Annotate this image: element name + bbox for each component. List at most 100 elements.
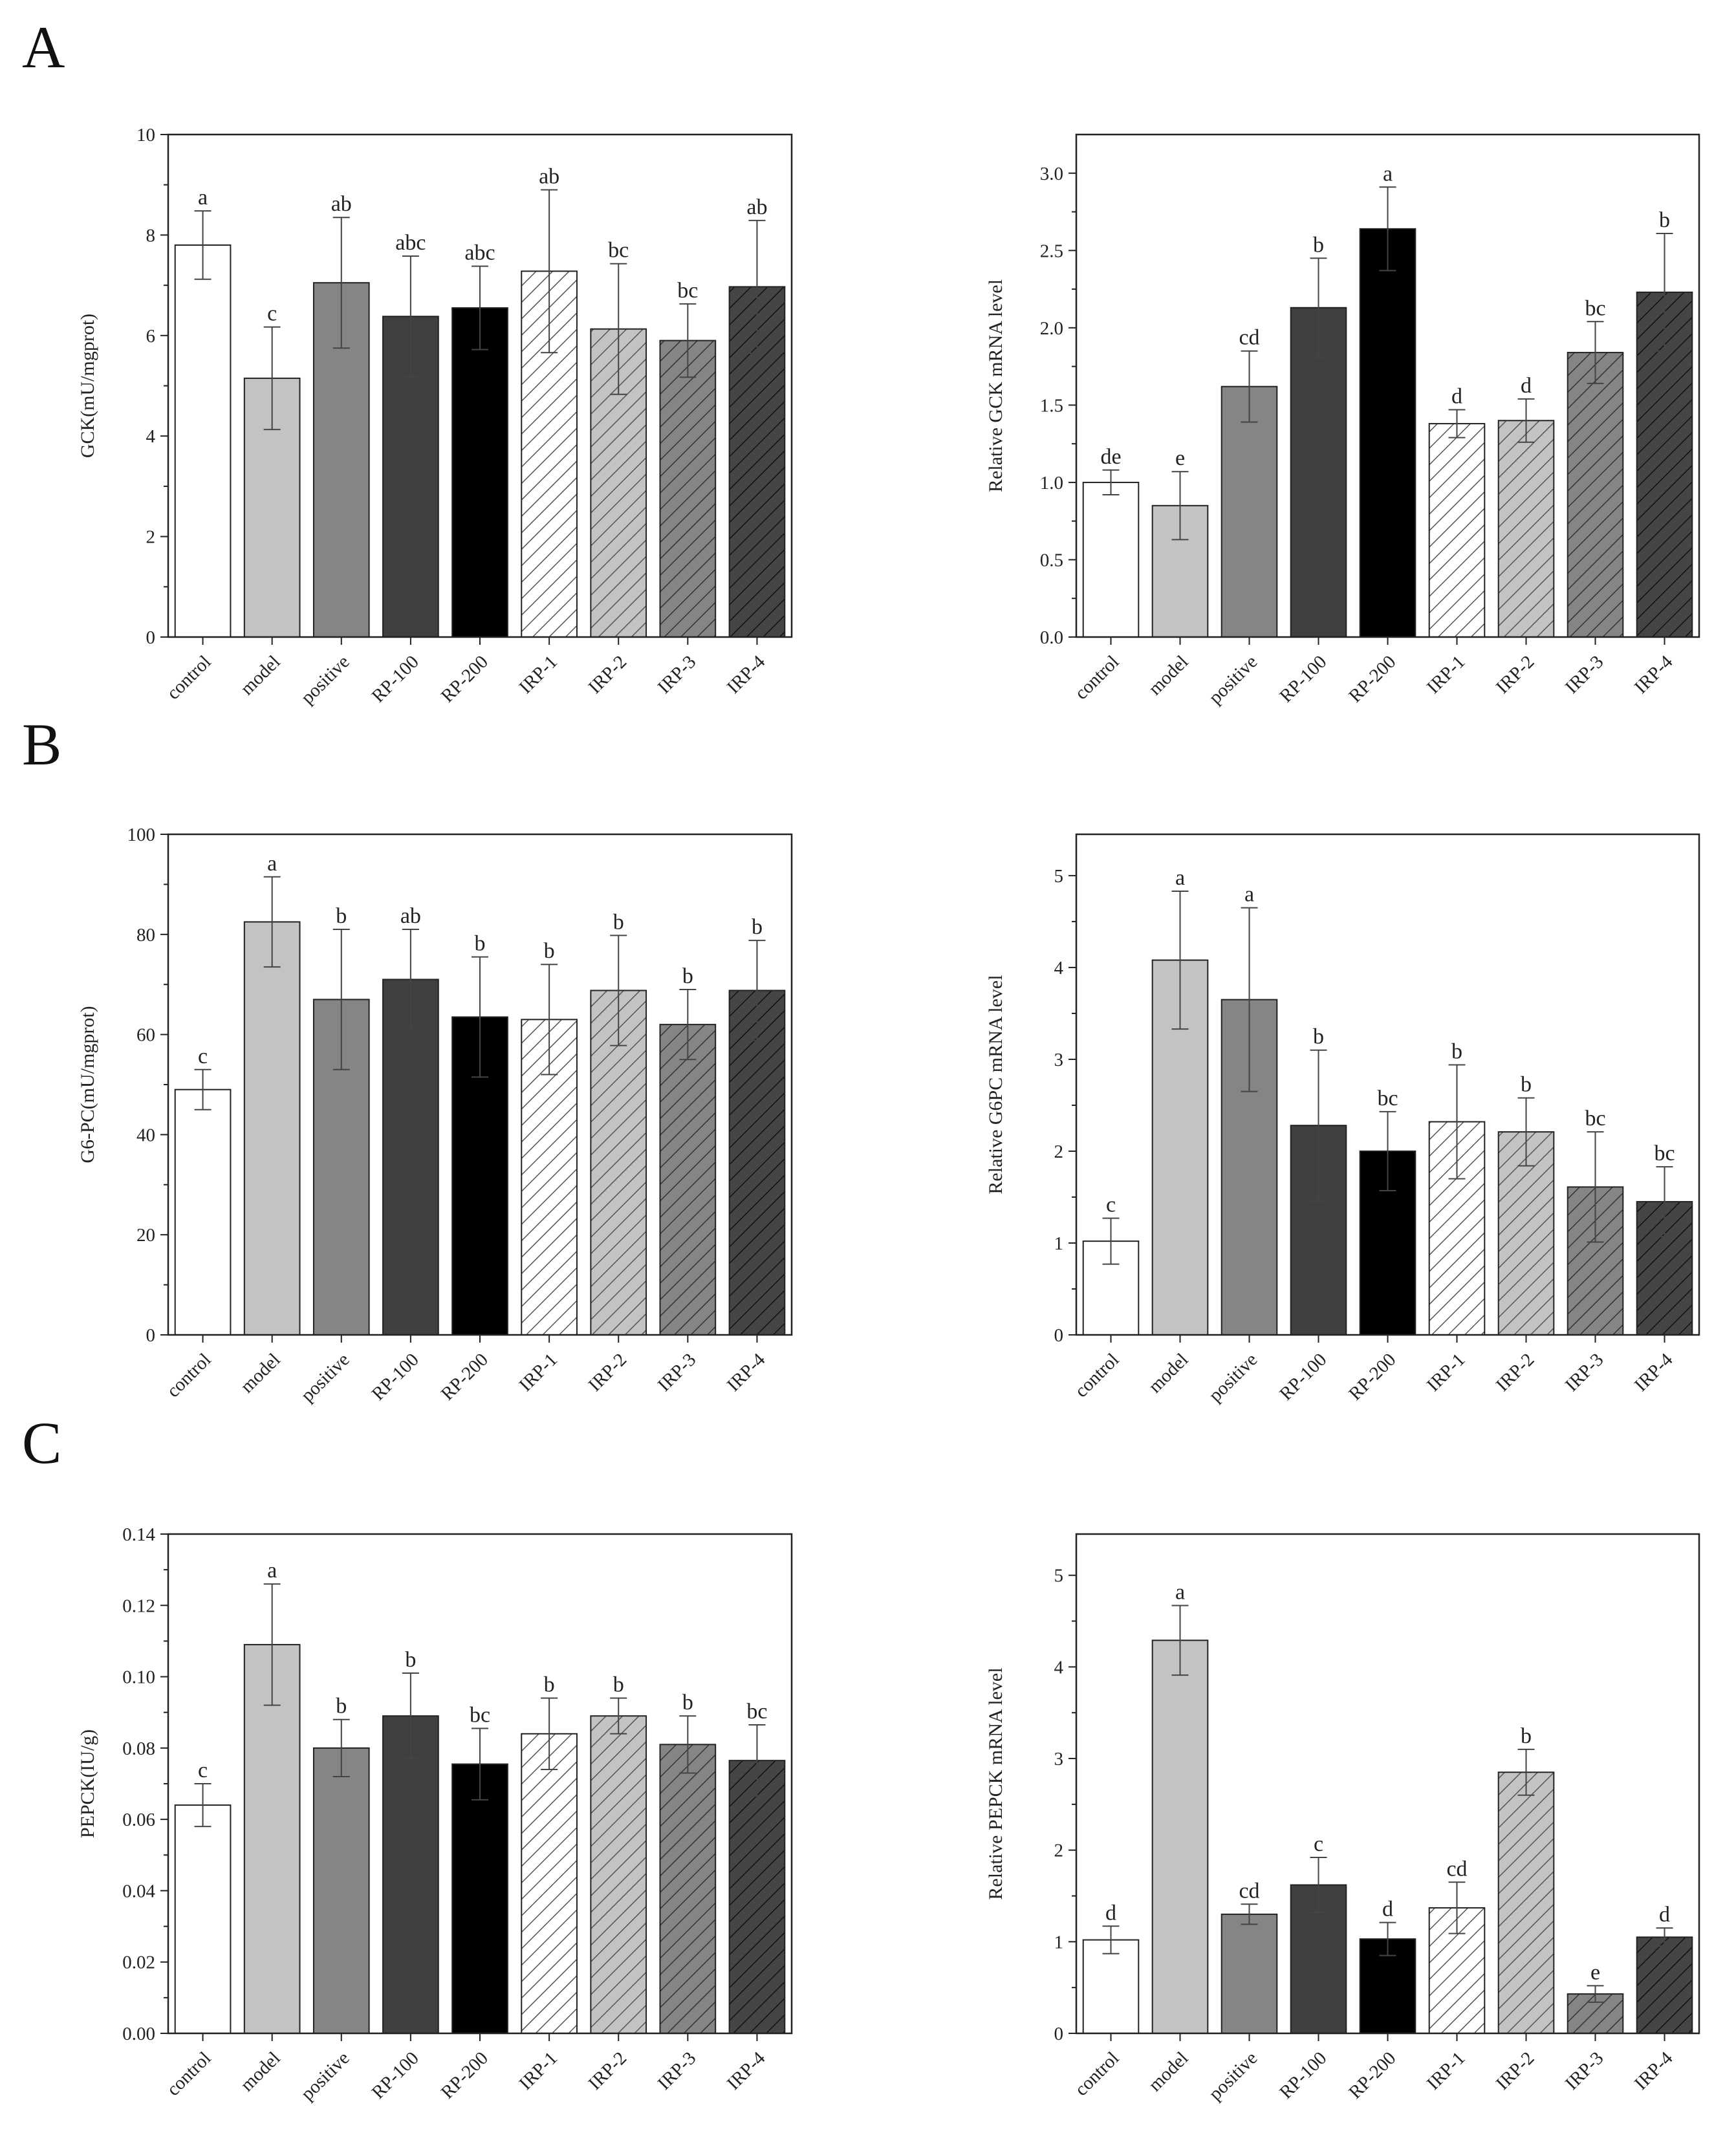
bar-pepck-activity-4 <box>451 1763 508 2034</box>
category-label-gck-activity-5: IRP-1 <box>515 651 561 698</box>
significance-label-g6pc-mrna-5: b <box>1451 1039 1462 1063</box>
significance-label-g6pc-activity-5: b <box>544 939 555 963</box>
significance-label-g6pc-mrna-2: a <box>1244 883 1254 907</box>
significance-label-pepck-mrna-2: cd <box>1239 1879 1259 1903</box>
y-axis-title-g6pc-activity: G6-PC(mU/mgprot) <box>77 1006 98 1163</box>
category-label-gck-activity-2: positive <box>297 651 354 708</box>
significance-label-g6pc-mrna-4: bc <box>1377 1087 1398 1110</box>
significance-label-g6pc-mrna-1: a <box>1175 866 1185 890</box>
y-tick-label-pepck-mrna-4: 4 <box>1054 1657 1064 1678</box>
y-tick-label-g6pc-activity-4: 80 <box>136 925 155 946</box>
category-label-gck-mrna-7: IRP-3 <box>1561 651 1608 698</box>
category-label-pepck-activity-7: IRP-3 <box>654 2048 700 2094</box>
significance-label-gck-mrna-3: b <box>1313 233 1324 257</box>
category-label-pepck-mrna-0: control <box>1071 2048 1123 2100</box>
category-label-pepck-mrna-1: model <box>1145 2048 1193 2095</box>
significance-label-pepck-activity-2: b <box>336 1694 347 1718</box>
bar-g6pc-activity-3 <box>382 979 439 1336</box>
category-label-g6pc-mrna-3: RP-100 <box>1275 1349 1330 1404</box>
chart-pepck-mrna: d control a model cd positive c RP-100 d RP-200 cd… <box>985 1533 1700 2104</box>
y-tick-label-gck-mrna-2: 1.0 <box>1040 473 1063 493</box>
y-tick-label-gck-mrna-0: 0.0 <box>1040 627 1063 648</box>
category-label-pepck-mrna-2: positive <box>1205 2048 1262 2104</box>
category-label-gck-activity-0: control <box>163 651 215 704</box>
bar-pepck-activity-7 <box>659 1744 717 2034</box>
significance-label-pepck-mrna-8: d <box>1659 1903 1670 1927</box>
category-label-pepck-activity-1: model <box>237 2048 285 2095</box>
y-tick-label-g6pc-activity-0: 0 <box>146 1325 156 1346</box>
bar-pepck-activity-8 <box>728 1760 786 2035</box>
bar-pepck-mrna-8 <box>1636 1936 1693 2035</box>
significance-label-pepck-activity-6: b <box>613 1673 624 1697</box>
y-tick-label-gck-mrna-5: 2.5 <box>1040 241 1063 261</box>
significance-label-pepck-activity-7: b <box>682 1691 693 1715</box>
y-tick-label-g6pc-mrna-4: 4 <box>1054 958 1064 979</box>
significance-label-pepck-mrna-3: c <box>1314 1832 1323 1856</box>
bar-gck-mrna-6 <box>1497 420 1555 638</box>
y-tick-label-g6pc-activity-1: 20 <box>136 1225 155 1246</box>
y-tick-label-pepck-mrna-0: 0 <box>1054 2024 1064 2044</box>
plot-frame-gck-mrna <box>1075 133 1700 638</box>
bar-gck-mrna-3 <box>1290 307 1347 638</box>
y-tick-label-gck-activity-4: 8 <box>146 225 156 246</box>
category-label-g6pc-activity-1: model <box>237 1349 285 1397</box>
significance-label-pepck-activity-8: bc <box>746 1700 767 1724</box>
significance-label-g6pc-activity-7: b <box>682 964 693 988</box>
significance-label-g6pc-activity-2: b <box>336 904 347 928</box>
significance-label-gck-mrna-0: de <box>1100 445 1121 469</box>
y-tick-label-pepck-activity-2: 0.04 <box>122 1881 155 1901</box>
significance-label-pepck-activity-4: bc <box>470 1704 490 1727</box>
bar-pepck-activity-6 <box>590 1715 647 2034</box>
y-tick-label-gck-activity-3: 6 <box>146 326 156 347</box>
significance-label-gck-activity-2: ab <box>331 192 352 216</box>
bar-g6pc-activity-8 <box>728 990 786 1336</box>
category-label-g6pc-activity-3: RP-100 <box>368 1349 423 1404</box>
y-tick-label-g6pc-mrna-0: 0 <box>1054 1325 1064 1346</box>
category-label-gck-mrna-0: control <box>1071 651 1123 704</box>
significance-label-gck-mrna-5: d <box>1451 385 1462 409</box>
y-axis-title-gck-activity: GCK(mU/mgprot) <box>77 314 98 458</box>
bar-pepck-activity-3 <box>382 1715 439 2034</box>
y-tick-label-gck-activity-5: 10 <box>136 125 155 146</box>
category-label-gck-activity-1: model <box>237 651 285 699</box>
significance-label-pepck-mrna-5: cd <box>1446 1857 1467 1881</box>
y-tick-label-g6pc-activity-2: 40 <box>136 1125 155 1145</box>
chart-g6pc-activity: c control a model b positive ab RP-100 b RP-200 b I… <box>77 825 793 1406</box>
y-tick-label-g6pc-mrna-1: 1 <box>1054 1233 1064 1254</box>
bar-gck-activity-4 <box>451 307 508 638</box>
significance-label-g6pc-activity-6: b <box>613 910 624 934</box>
category-label-pepck-activity-4: RP-200 <box>437 2048 492 2103</box>
y-axis-title-pepck-mrna: Relative PEPCK mRNA level <box>985 1667 1006 1899</box>
category-label-g6pc-activity-5: IRP-1 <box>515 1349 561 1396</box>
significance-label-gck-mrna-4: a <box>1383 162 1393 186</box>
y-tick-label-g6pc-activity-3: 60 <box>136 1025 155 1046</box>
category-label-pepck-activity-8: IRP-4 <box>723 2048 770 2094</box>
chart-gck-activity: a control c model ab positive abc RP-100 abc RP-2… <box>77 125 793 708</box>
significance-label-pepck-mrna-0: d <box>1105 1901 1116 1925</box>
bar-pepck-mrna-2 <box>1221 1913 1278 2035</box>
significance-label-g6pc-activity-0: c <box>198 1044 208 1068</box>
category-label-gck-activity-8: IRP-4 <box>723 651 770 698</box>
category-label-pepck-activity-3: RP-100 <box>368 2048 423 2103</box>
category-label-gck-activity-4: RP-200 <box>437 651 492 706</box>
significance-label-g6pc-activity-1: a <box>267 852 277 876</box>
chart-pepck-activity: c control a model b positive b RP-100 bc RP-200 b I… <box>77 1524 793 2104</box>
plot-frame-gck-activity <box>167 133 793 638</box>
y-tick-label-pepck-mrna-5: 5 <box>1054 1566 1064 1586</box>
significance-label-pepck-activity-0: c <box>198 1758 208 1782</box>
significance-label-gck-activity-6: bc <box>608 239 629 263</box>
bar-pepck-mrna-0 <box>1082 1939 1140 2035</box>
category-label-gck-mrna-4: RP-200 <box>1345 651 1400 706</box>
bar-gck-mrna-0 <box>1082 481 1140 638</box>
y-tick-label-pepck-activity-1: 0.02 <box>122 1953 155 1973</box>
significance-label-gck-mrna-7: bc <box>1585 296 1605 320</box>
category-label-pepck-mrna-5: IRP-1 <box>1423 2048 1470 2094</box>
category-label-g6pc-activity-7: IRP-3 <box>654 1349 700 1396</box>
bar-pepck-activity-5 <box>521 1733 578 2035</box>
category-label-gck-activity-3: RP-100 <box>368 651 423 706</box>
bar-gck-mrna-2 <box>1221 385 1278 638</box>
significance-label-gck-mrna-1: e <box>1175 446 1185 470</box>
panel-label-a: A <box>22 14 65 80</box>
y-tick-label-pepck-activity-5: 0.10 <box>122 1667 155 1688</box>
